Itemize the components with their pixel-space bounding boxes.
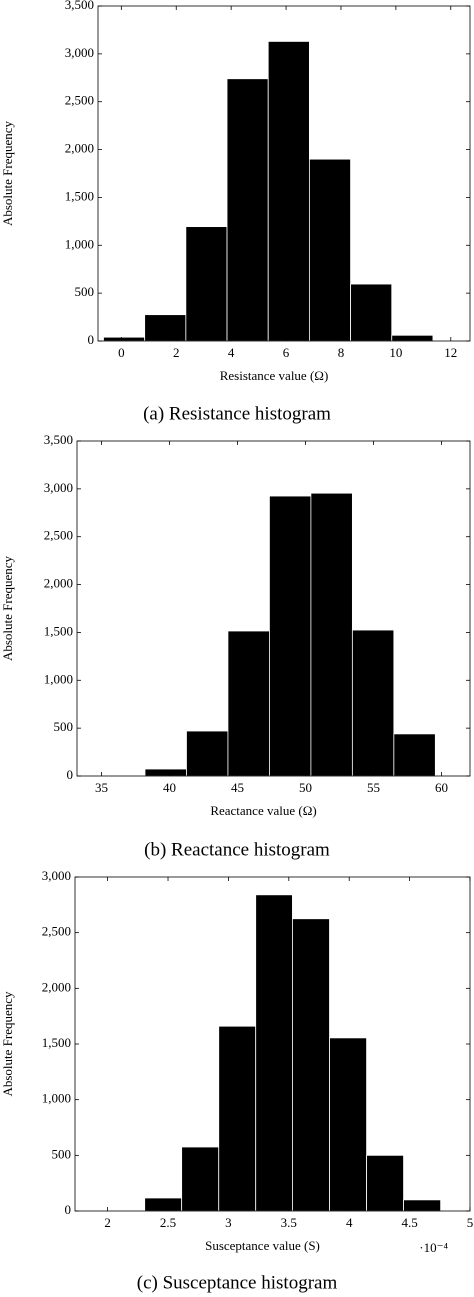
bar — [393, 733, 436, 777]
bar — [329, 1037, 367, 1212]
y-axis-label: Absolute Frequency — [0, 555, 15, 661]
x-tick-label: 2 — [173, 345, 180, 360]
x-tick-label: 5 — [467, 1215, 474, 1230]
bar — [391, 334, 434, 342]
y-tick-label: 2,500 — [42, 924, 71, 939]
y-tick-label: 3,000 — [44, 480, 73, 495]
bar — [185, 226, 228, 342]
bar — [267, 41, 310, 342]
y-tick-label: 2,500 — [65, 93, 94, 108]
bar — [144, 768, 187, 777]
y-tick-label: 3,500 — [44, 432, 73, 447]
x-tick-label: 2.5 — [160, 1215, 176, 1230]
x-tick-label: 4 — [346, 1215, 353, 1230]
x-tick-label: 3 — [225, 1215, 232, 1230]
x-tick-label: 40 — [163, 780, 176, 795]
x-axis-label: Susceptance value (S) — [205, 1238, 320, 1253]
bar — [351, 629, 395, 777]
bar — [186, 730, 229, 777]
y-tick-label: 500 — [54, 719, 74, 734]
x-axis-label: Resistance value (Ω) — [220, 368, 329, 383]
bar — [255, 894, 293, 1212]
y-tick-label: 3,000 — [42, 868, 71, 883]
y-tick-label: 2,000 — [42, 979, 71, 994]
x-tick-label: 50 — [299, 780, 312, 795]
bar — [226, 78, 269, 342]
caption: (b) Reactance histogram — [144, 839, 330, 860]
y-tick-label: 2,000 — [65, 141, 94, 156]
bar — [181, 1146, 220, 1212]
y-tick-label: 0 — [65, 1202, 72, 1217]
bar — [227, 630, 270, 777]
x-tick-label: 4.5 — [401, 1215, 417, 1230]
y-tick-label: 1,000 — [44, 671, 73, 686]
y-tick-label: 500 — [52, 1146, 72, 1161]
y-tick-label: 1,500 — [44, 623, 73, 638]
bar — [292, 918, 330, 1212]
bar — [103, 336, 146, 342]
x-tick-label: 10 — [389, 345, 402, 360]
y-tick-label: 2,500 — [44, 528, 73, 543]
caption: (c) Susceptance histogram — [137, 1272, 338, 1293]
y-tick-label: 1,500 — [65, 188, 94, 203]
x-tick-label: 60 — [435, 780, 448, 795]
x-multiplier: ·10⁻⁴ — [419, 1240, 448, 1255]
bar — [144, 314, 187, 342]
x-tick-label: 6 — [283, 345, 290, 360]
x-tick-label: 35 — [95, 780, 108, 795]
caption: (a) Resistance histogram — [143, 403, 331, 424]
x-tick-label: 12 — [444, 345, 457, 360]
x-tick-label: 3.5 — [281, 1215, 297, 1230]
bar — [403, 1199, 442, 1212]
plot-frame — [76, 440, 471, 777]
plot-frame — [97, 5, 471, 342]
y-tick-label: 0 — [67, 767, 74, 782]
y-tick-label: 1,500 — [42, 1035, 71, 1050]
bar — [269, 495, 312, 777]
y-axis-label: Absolute Frequency — [0, 120, 15, 226]
bar — [218, 1025, 257, 1212]
bar — [310, 492, 353, 777]
bar — [308, 158, 351, 342]
y-tick-label: 3,500 — [65, 0, 94, 12]
x-axis-label: Reactance value (Ω) — [210, 803, 316, 818]
x-tick-label: 45 — [231, 780, 244, 795]
x-tick-label: 0 — [118, 345, 125, 360]
y-tick-label: 1,000 — [42, 1091, 71, 1106]
y-tick-label: 500 — [75, 284, 95, 299]
y-tick-label: 3,000 — [65, 45, 94, 60]
bar — [350, 283, 393, 342]
y-tick-label: 2,000 — [44, 576, 73, 591]
x-tick-label: 8 — [338, 345, 345, 360]
x-tick-label: 55 — [367, 780, 380, 795]
y-tick-label: 0 — [88, 332, 95, 347]
bar — [366, 1154, 404, 1212]
x-tick-label: 2 — [104, 1215, 111, 1230]
x-tick-label: 4 — [228, 345, 235, 360]
y-axis-label: Absolute Frequency — [0, 991, 15, 1097]
y-tick-label: 1,000 — [65, 236, 94, 251]
bar — [144, 1197, 183, 1212]
